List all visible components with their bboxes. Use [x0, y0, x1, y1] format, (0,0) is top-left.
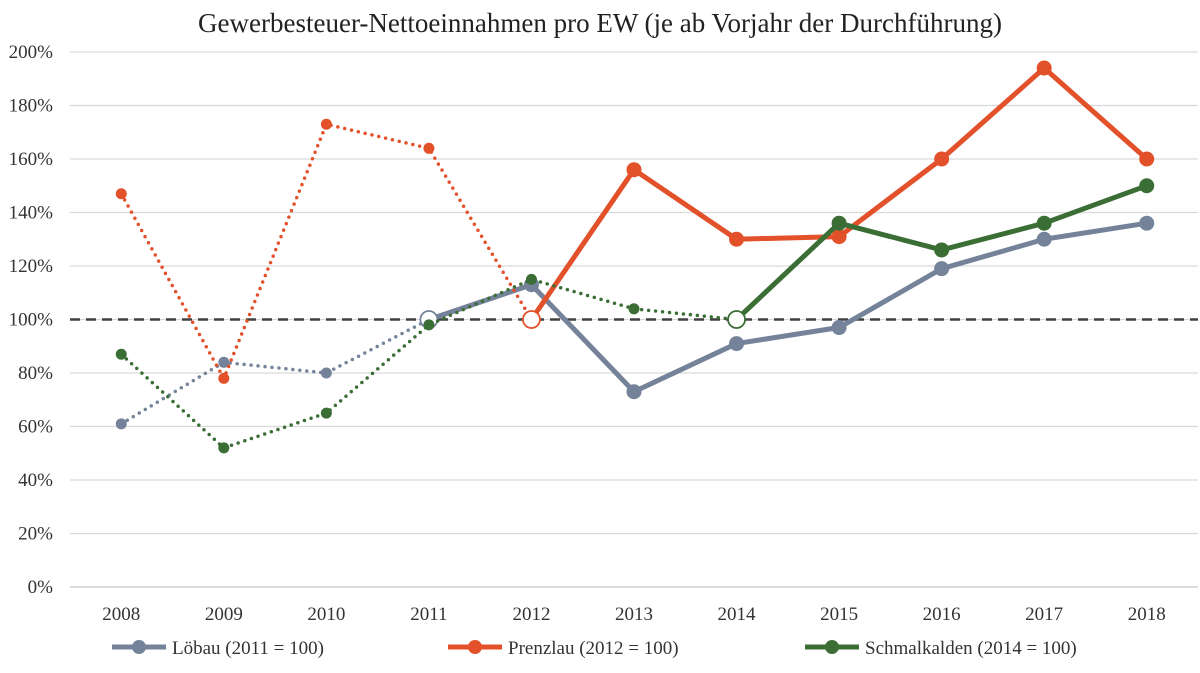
legend-swatch-marker — [468, 640, 482, 654]
data-point — [831, 215, 847, 231]
y-tick-label: 120% — [9, 256, 54, 277]
data-point — [320, 367, 332, 379]
y-tick-label: 100% — [9, 310, 54, 331]
x-tick-label: 2009 — [205, 604, 243, 625]
y-tick-label: 80% — [18, 363, 53, 384]
y-tick-label: 140% — [9, 203, 54, 224]
y-axis-ticks: 0% 20% 40% 60% 80% 100% 120% 140% 160% 180% 200% — [9, 42, 54, 598]
base-point — [522, 310, 541, 329]
legend-item: Prenzlau (2012 = 100) — [448, 638, 679, 659]
series-layer — [115, 60, 1155, 454]
series-2 — [115, 178, 1155, 454]
legend-label: Schmalkalden (2014 = 100) — [865, 638, 1077, 659]
data-point — [525, 273, 537, 285]
y-tick-label: 40% — [18, 470, 53, 491]
data-point — [1139, 151, 1155, 167]
x-tick-label: 2017 — [1025, 604, 1063, 625]
x-axis-ticks: 2008 2009 2010 2011 2012 2013 2014 2015 2016 2017… — [102, 604, 1165, 625]
x-tick-label: 2012 — [512, 604, 550, 625]
data-point — [934, 261, 950, 277]
data-point — [628, 303, 640, 315]
data-point — [626, 162, 642, 178]
data-point — [1036, 215, 1052, 231]
series-line-pre — [119, 122, 534, 383]
y-tick-label: 160% — [9, 149, 54, 170]
data-point — [729, 336, 745, 352]
data-point — [218, 372, 230, 384]
y-tick-label: 200% — [9, 42, 54, 63]
legend-swatch-marker — [132, 640, 146, 654]
data-point — [1036, 60, 1052, 76]
legend-swatch-marker — [825, 640, 839, 654]
x-tick-label: 2010 — [307, 604, 345, 625]
data-point — [1139, 215, 1155, 231]
x-tick-label: 2015 — [820, 604, 858, 625]
data-point — [115, 188, 127, 200]
data-point — [831, 229, 847, 245]
series-line — [428, 220, 1148, 395]
data-point — [115, 348, 127, 360]
data-point — [729, 231, 745, 247]
x-tick-label: 2008 — [102, 604, 140, 625]
series-line-pre — [119, 317, 431, 426]
legend-label: Prenzlau (2012 = 100) — [508, 638, 679, 659]
series-0 — [115, 215, 1155, 430]
data-point — [320, 407, 332, 419]
x-tick-label: 2018 — [1128, 604, 1166, 625]
data-point — [934, 242, 950, 258]
y-tick-label: 180% — [9, 96, 54, 117]
data-point — [320, 118, 332, 130]
data-point — [1139, 178, 1155, 194]
data-point — [626, 384, 642, 400]
legend-item: Schmalkalden (2014 = 100) — [805, 638, 1077, 659]
legend-item: Löbau (2011 = 100) — [112, 638, 324, 659]
x-tick-label: 2016 — [923, 604, 961, 625]
x-tick-label: 2011 — [410, 604, 447, 625]
data-point — [218, 442, 230, 454]
data-point — [423, 142, 435, 154]
chart-title: Gewerbesteuer-Nettoeinnahmen pro EW (je … — [198, 8, 1002, 38]
data-point — [831, 320, 847, 336]
legend: Löbau (2011 = 100) Prenzlau (2012 = 100) S… — [112, 638, 1077, 659]
series-line-pre — [119, 277, 739, 450]
legend-label: Löbau (2011 = 100) — [172, 638, 324, 659]
x-tick-label: 2013 — [615, 604, 653, 625]
y-tick-label: 20% — [18, 524, 53, 545]
y-tick-label: 60% — [18, 417, 53, 438]
data-point — [1036, 231, 1052, 247]
data-point — [115, 418, 127, 430]
base-point — [727, 310, 746, 329]
data-point — [218, 356, 230, 368]
data-point — [934, 151, 950, 167]
series-1 — [115, 60, 1155, 384]
data-point — [423, 319, 435, 331]
y-tick-label: 0% — [28, 577, 54, 598]
x-tick-label: 2014 — [718, 604, 757, 625]
